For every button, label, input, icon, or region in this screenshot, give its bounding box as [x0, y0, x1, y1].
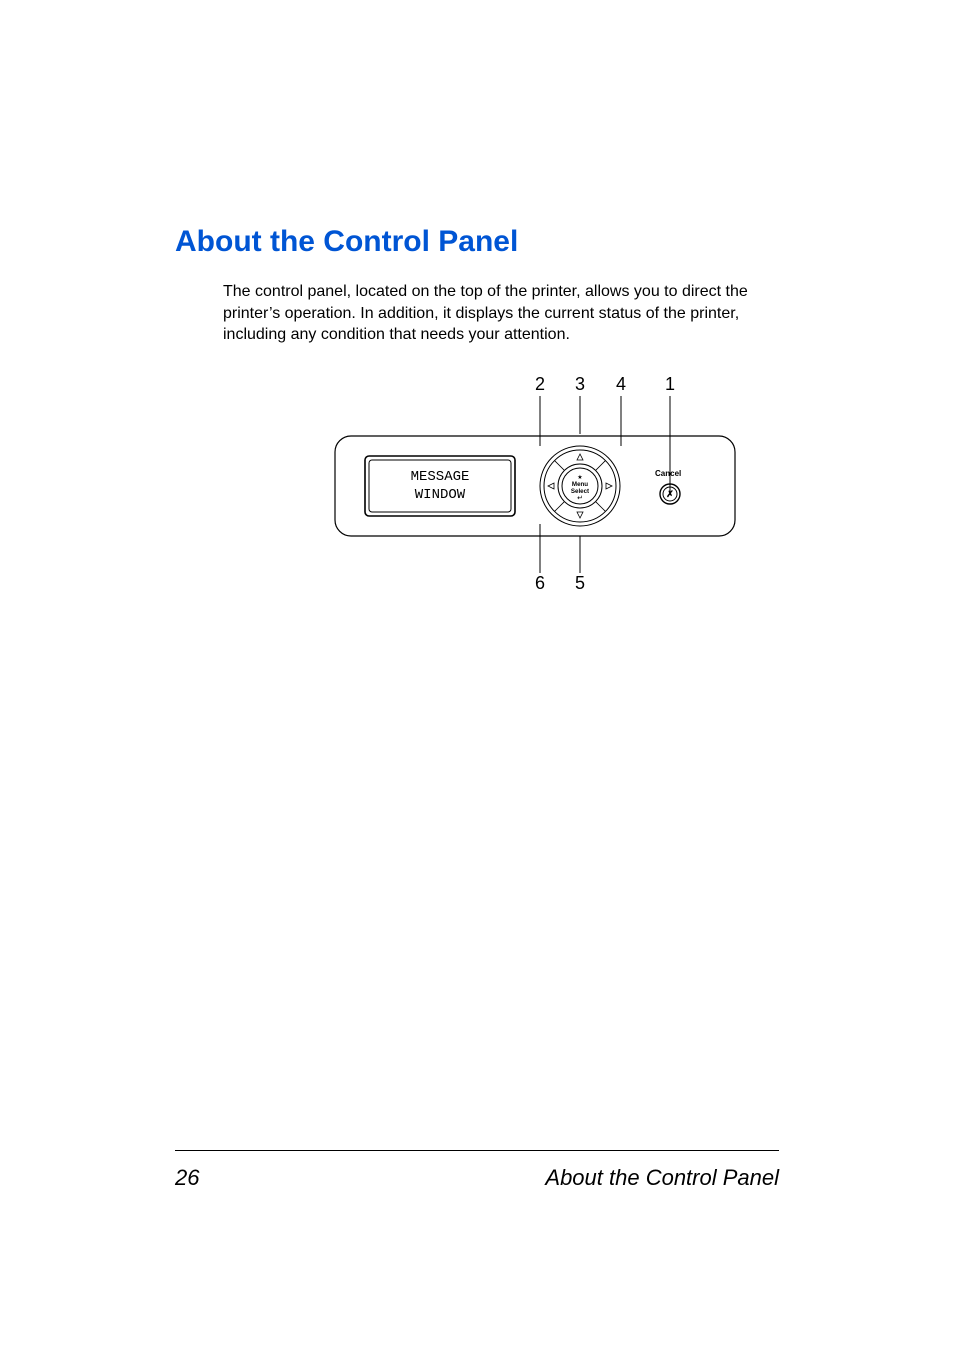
svg-text:5: 5 [575, 573, 585, 593]
svg-text:4: 4 [616, 374, 626, 394]
svg-text:WINDOW: WINDOW [415, 487, 466, 503]
svg-text:MESSAGE: MESSAGE [411, 469, 470, 485]
page-number: 26 [175, 1165, 199, 1191]
svg-text:Menu: Menu [572, 481, 588, 488]
svg-text:3: 3 [575, 374, 585, 394]
intro-paragraph: The control panel, located on the top of… [223, 281, 769, 346]
svg-text:Select: Select [571, 488, 589, 495]
svg-text:1: 1 [665, 374, 675, 394]
footer-rule [175, 1150, 779, 1151]
svg-text:↵: ↵ [577, 495, 583, 502]
control-panel-diagram: MESSAGEWINDOW★MenuSelect↵Cancel✗234165 [325, 374, 745, 604]
footer: 26 About the Control Panel [175, 1165, 779, 1191]
svg-text:2: 2 [535, 374, 545, 394]
svg-text:Cancel: Cancel [655, 469, 681, 478]
svg-text:6: 6 [535, 573, 545, 593]
svg-text:★: ★ [577, 474, 582, 481]
page: About the Control Panel The control pane… [0, 0, 954, 1351]
running-title: About the Control Panel [545, 1165, 779, 1191]
page-title: About the Control Panel [175, 225, 779, 259]
